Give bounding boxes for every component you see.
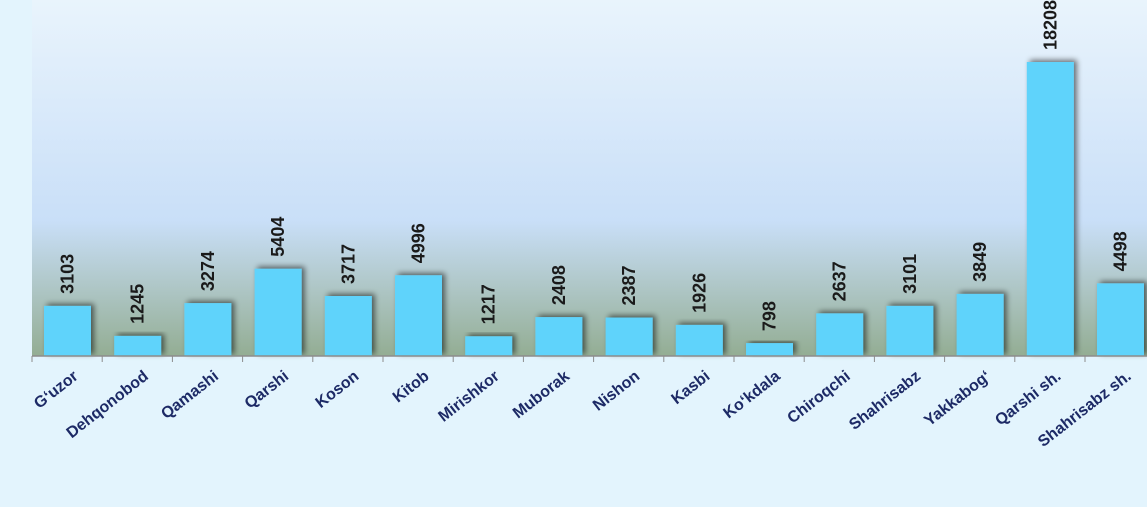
bar-8 xyxy=(605,317,653,356)
category-label-3: Qarshi xyxy=(242,368,292,413)
value-label-9: 1926 xyxy=(689,273,709,313)
x-axis-ticks xyxy=(31,356,1086,362)
bar-14 xyxy=(1026,62,1074,356)
value-label-8: 2387 xyxy=(619,265,639,305)
bars-group xyxy=(44,62,1144,356)
category-label-7: Muborak xyxy=(510,368,573,423)
bar-1 xyxy=(114,335,162,356)
bar-13 xyxy=(956,293,1004,356)
category-label-2: Qamashi xyxy=(158,368,222,423)
bar-7 xyxy=(535,317,583,356)
value-label-0: 3103 xyxy=(58,254,78,294)
value-label-7: 2408 xyxy=(549,265,569,305)
category-label-5: Kitob xyxy=(390,368,433,407)
category-label-4: Koson xyxy=(313,368,363,412)
category-label-12: Shahrisabz xyxy=(846,368,924,434)
value-label-14: 18208 xyxy=(1040,0,1060,50)
bar-6 xyxy=(465,336,513,356)
bar-10 xyxy=(746,343,793,356)
category-label-11: Chiroqchi xyxy=(784,368,853,427)
bar-2 xyxy=(184,303,232,356)
category-label-9: Kasbi xyxy=(669,368,714,408)
category-label-6: Mirishkor xyxy=(436,368,503,426)
value-label-12: 3101 xyxy=(900,254,920,294)
category-label-8: Nishon xyxy=(590,368,643,415)
bar-3 xyxy=(254,268,302,356)
category-label-10: Ko‘kdala xyxy=(721,368,784,423)
bar-9 xyxy=(675,324,723,356)
bar-5 xyxy=(395,275,442,356)
value-label-2: 3274 xyxy=(198,251,218,291)
category-label-0: G‘uzor xyxy=(31,368,81,413)
value-label-6: 1217 xyxy=(479,284,499,324)
value-labels-group: 3103 1245 3274 5404 3717 4996 1217 2408 2387 1926… xyxy=(58,0,1131,331)
value-label-13: 3849 xyxy=(970,242,990,282)
category-label-13: Yakkabog‘ xyxy=(921,368,994,430)
value-label-1: 1245 xyxy=(128,284,148,324)
value-label-15: 4498 xyxy=(1111,231,1131,271)
bar-0 xyxy=(44,305,91,356)
value-label-11: 2637 xyxy=(830,261,850,301)
value-label-4: 3717 xyxy=(338,244,358,284)
bar-12 xyxy=(886,305,934,356)
bar-11 xyxy=(816,313,864,356)
category-label-14: Qarshi sh. xyxy=(992,368,1064,430)
value-label-5: 4996 xyxy=(409,223,429,263)
bar-15 xyxy=(1097,283,1144,356)
bar-4 xyxy=(324,296,372,356)
value-label-10: 798 xyxy=(760,301,780,331)
value-label-3: 5404 xyxy=(268,217,288,257)
